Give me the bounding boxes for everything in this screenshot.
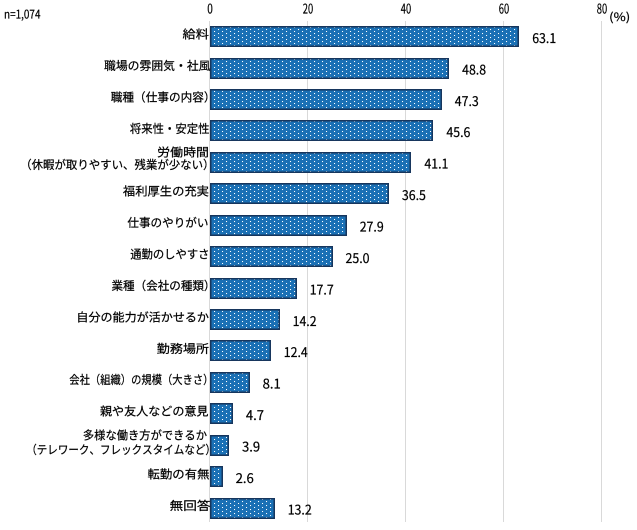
- svg-text:3.9: 3.9: [242, 437, 260, 456]
- svg-text:45.6: 45.6: [446, 122, 470, 141]
- svg-text:41.1: 41.1: [424, 154, 448, 173]
- svg-text:通勤のしやすさ: 通勤のしやすさ: [130, 246, 209, 263]
- svg-text:仕事のやりがい: 仕事のやりがい: [127, 214, 208, 231]
- svg-text:職種（仕事の内容）: 職種（仕事の内容）: [111, 88, 216, 105]
- svg-text:40: 40: [401, 0, 411, 18]
- svg-text:福利厚生の充実: 福利厚生の充実: [123, 183, 209, 200]
- svg-text:13.2: 13.2: [288, 499, 312, 518]
- svg-text:60: 60: [499, 0, 509, 18]
- svg-text:無回答: 無回答: [170, 497, 211, 514]
- svg-text:80: 80: [597, 0, 607, 18]
- svg-text:63.1: 63.1: [532, 28, 556, 47]
- svg-text:労働時間: 労働時間: [157, 143, 209, 160]
- svg-text:12.4: 12.4: [284, 342, 308, 361]
- svg-text:将来性・安定性: 将来性・安定性: [130, 120, 210, 137]
- svg-text:48.8: 48.8: [462, 59, 486, 78]
- svg-text:36.5: 36.5: [402, 185, 426, 204]
- svg-text:47.3: 47.3: [455, 91, 479, 110]
- svg-text:（テレワーク、フレックスタイムなど）: （テレワーク、フレックスタイムなど）: [26, 441, 216, 458]
- svg-text:25.0: 25.0: [346, 248, 370, 267]
- svg-text:20: 20: [303, 0, 313, 18]
- svg-text:自分の能力が活かせるか: 自分の能力が活かせるか: [76, 308, 209, 325]
- svg-text:4.7: 4.7: [246, 405, 264, 424]
- svg-text:2.6: 2.6: [236, 468, 254, 487]
- svg-text:17.7: 17.7: [310, 279, 334, 298]
- svg-text:業種（会社の種類）: 業種（会社の種類）: [112, 277, 216, 294]
- svg-text:多様な働き方ができるか: 多様な働き方ができるか: [83, 427, 207, 444]
- svg-text:14.2: 14.2: [293, 311, 317, 330]
- svg-text:8.1: 8.1: [263, 374, 281, 393]
- svg-text:（休暇が取りやすい、残業が少ない）: （休暇が取りやすい、残業が少ない）: [20, 156, 214, 173]
- svg-text:(%): (%): [609, 9, 630, 25]
- svg-text:会社（組織）の規模（大きさ）: 会社（組織）の規模（大きさ）: [69, 371, 213, 388]
- svg-text:転勤の有無: 転勤の有無: [148, 466, 210, 483]
- svg-text:27.9: 27.9: [360, 217, 384, 236]
- svg-text:勤務場所: 勤務場所: [157, 340, 209, 357]
- svg-text:0: 0: [207, 0, 213, 18]
- svg-text:n=1,074: n=1,074: [4, 6, 41, 23]
- svg-text:職場の雰囲気・社風: 職場の雰囲気・社風: [104, 57, 211, 74]
- svg-text:給料: 給料: [183, 26, 210, 43]
- svg-text:親や友人などの意見: 親や友人などの意見: [100, 403, 209, 420]
